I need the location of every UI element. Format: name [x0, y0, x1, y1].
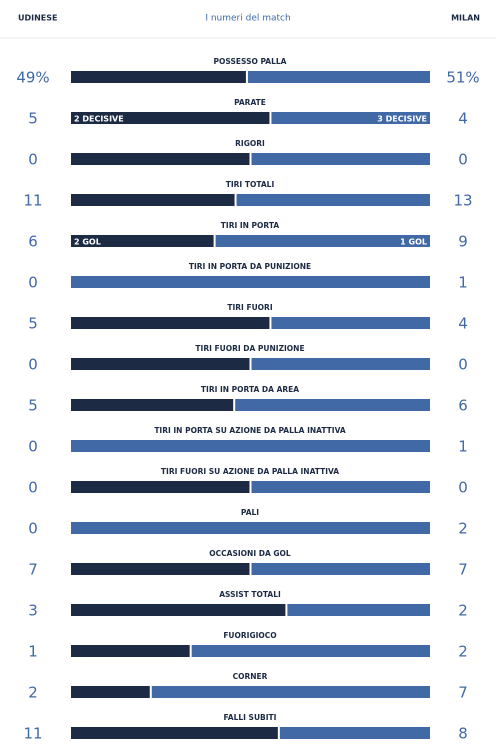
- home-bar: [71, 686, 150, 698]
- stat-label: OCCASIONI DA GOL: [209, 549, 291, 558]
- stat-label: ASSIST TOTALI: [219, 590, 281, 599]
- home-value: 11: [23, 725, 42, 743]
- home-value: 0: [28, 520, 38, 538]
- away-value: 2: [458, 643, 468, 661]
- stat-label: TIRI TOTALI: [226, 180, 275, 189]
- home-bar: [71, 481, 250, 493]
- away-value: 13: [453, 192, 472, 210]
- away-value: 4: [458, 110, 468, 128]
- away-value: 0: [458, 479, 468, 497]
- away-value: 0: [458, 151, 468, 169]
- away-bar: [279, 727, 430, 739]
- away-bar: [71, 440, 430, 452]
- home-value: 2: [28, 684, 38, 702]
- away-bar: [71, 522, 430, 534]
- home-value: 1: [28, 643, 38, 661]
- away-bar: [247, 71, 430, 83]
- stat-label: CORNER: [233, 672, 268, 681]
- stat-label: RIGORI: [235, 139, 265, 148]
- away-bar: [215, 235, 430, 247]
- home-value: 0: [28, 274, 38, 292]
- away-value: 6: [458, 397, 468, 415]
- away-bar: [271, 112, 430, 124]
- away-value: 2: [458, 602, 468, 620]
- title: I numeri del match: [205, 14, 290, 24]
- stat-label: TIRI IN PORTA: [221, 221, 280, 230]
- home-note: 2 DECISIVE: [74, 115, 124, 124]
- home-value: 11: [23, 192, 42, 210]
- home-team: UDINESE: [18, 14, 58, 23]
- home-bar: [71, 112, 270, 124]
- stat-label: TIRI FUORI: [227, 303, 272, 312]
- away-bar: [71, 276, 430, 288]
- away-bar: [235, 399, 430, 411]
- away-note: 1 GOL: [400, 238, 427, 247]
- away-value: 4: [458, 315, 468, 333]
- stat-label: FALLI SUBITI: [224, 713, 277, 722]
- stat-label: TIRI IN PORTA DA AREA: [201, 385, 299, 394]
- home-note: 2 GOL: [74, 238, 101, 247]
- home-bar: [71, 399, 234, 411]
- home-value: 0: [28, 356, 38, 374]
- away-bar: [251, 481, 430, 493]
- stat-label: PALI: [241, 508, 259, 517]
- home-value: 7: [28, 561, 38, 579]
- away-value: 9: [458, 233, 468, 251]
- home-value: 0: [28, 479, 38, 497]
- stat-label: PARATE: [234, 98, 266, 107]
- away-bar: [151, 686, 430, 698]
- stat-label: TIRI IN PORTA SU AZIONE DA PALLA INATTIV…: [154, 426, 346, 435]
- home-bar: [71, 235, 214, 247]
- home-value: 5: [28, 110, 38, 128]
- away-team: MILAN: [451, 14, 480, 23]
- home-value: 3: [28, 602, 38, 620]
- away-bar: [251, 153, 430, 165]
- home-value: 5: [28, 397, 38, 415]
- away-bar: [251, 563, 430, 575]
- away-bar: [251, 358, 430, 370]
- home-bar: [71, 317, 270, 329]
- home-bar: [71, 604, 286, 616]
- stat-label: FUORIGIOCO: [223, 631, 276, 640]
- away-bar: [287, 604, 430, 616]
- home-value: 5: [28, 315, 38, 333]
- home-value: 0: [28, 151, 38, 169]
- stat-label: TIRI FUORI DA PUNIZIONE: [195, 344, 304, 353]
- away-value: 0: [458, 356, 468, 374]
- home-bar: [71, 645, 190, 657]
- home-bar: [71, 71, 246, 83]
- away-value: 1: [458, 438, 468, 456]
- home-bar: [71, 358, 250, 370]
- away-value: 2: [458, 520, 468, 538]
- away-value: 8: [458, 725, 468, 743]
- home-value: 49%: [16, 69, 49, 87]
- away-note: 3 DECISIVE: [377, 115, 427, 124]
- home-value: 6: [28, 233, 38, 251]
- home-bar: [71, 727, 278, 739]
- stat-label: POSSESSO PALLA: [214, 57, 287, 66]
- home-bar: [71, 563, 250, 575]
- away-value: 7: [458, 684, 468, 702]
- home-bar: [71, 153, 250, 165]
- away-value: 51%: [446, 69, 479, 87]
- away-bar: [236, 194, 430, 206]
- stat-label: TIRI IN PORTA DA PUNIZIONE: [189, 262, 311, 271]
- away-value: 1: [458, 274, 468, 292]
- stat-label: TIRI FUORI SU AZIONE DA PALLA INATTIVA: [161, 467, 339, 476]
- home-bar: [71, 194, 235, 206]
- away-bar: [191, 645, 430, 657]
- away-bar: [271, 317, 430, 329]
- away-value: 7: [458, 561, 468, 579]
- home-value: 0: [28, 438, 38, 456]
